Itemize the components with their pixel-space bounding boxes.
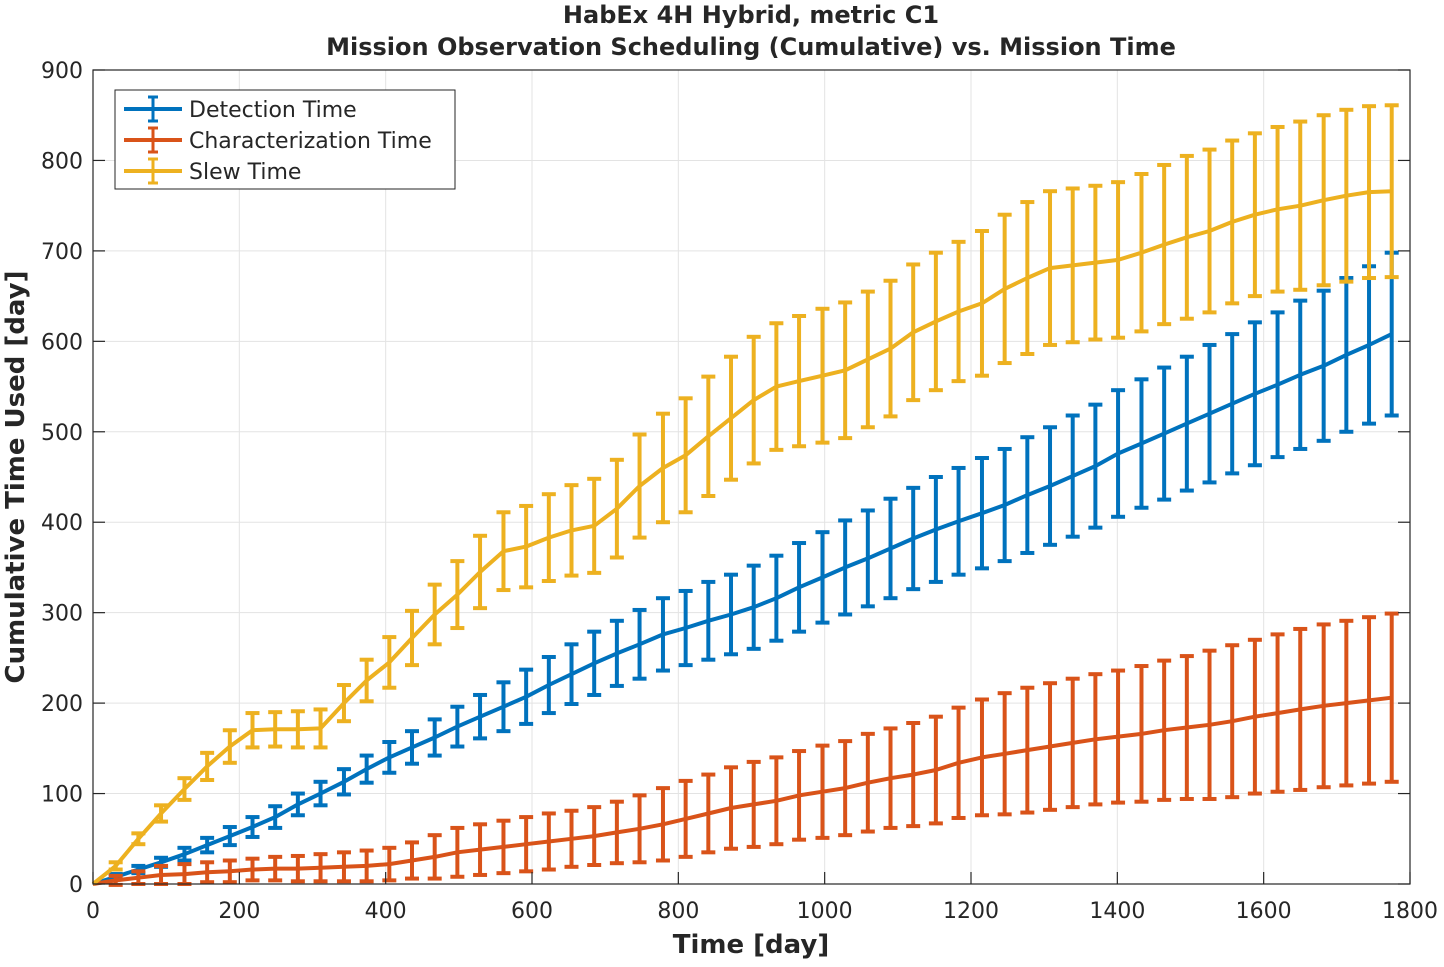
- y-axis-label: Cumulative Time Used [day]: [1, 270, 31, 683]
- y-tick-label: 200: [41, 692, 83, 717]
- y-tick-label: 0: [69, 873, 83, 898]
- y-tick-label: 600: [41, 330, 83, 355]
- y-tick-label: 700: [41, 240, 83, 265]
- legend: Detection Time Characterization Time Slew …: [115, 90, 455, 189]
- legend-label: Slew Time: [189, 160, 301, 185]
- y-tick-label: 300: [41, 602, 83, 627]
- chart-title-line2: Mission Observation Scheduling (Cumulati…: [326, 33, 1176, 61]
- x-tick-label: 200: [218, 899, 260, 924]
- x-tick-label: 600: [511, 899, 553, 924]
- x-tick-label: 1200: [943, 899, 999, 924]
- chart-title-line1: HabEx 4H Hybrid, metric C1: [563, 1, 939, 29]
- x-tick-label: 800: [657, 899, 699, 924]
- x-tick-label: 1800: [1382, 899, 1438, 924]
- x-tick-label: 1000: [797, 899, 853, 924]
- legend-label: Detection Time: [189, 98, 357, 123]
- y-tick-label: 100: [41, 783, 83, 808]
- x-axis-label: Time [day]: [673, 930, 830, 960]
- x-tick-label: 400: [365, 899, 407, 924]
- y-tick-label: 500: [41, 421, 83, 446]
- y-tick-label: 400: [41, 511, 83, 536]
- x-tick-label: 1600: [1236, 899, 1292, 924]
- y-tick-label: 900: [41, 59, 83, 84]
- legend-label: Characterization Time: [189, 129, 432, 154]
- x-tick-label: 1400: [1089, 899, 1145, 924]
- x-tick-label: 0: [86, 899, 100, 924]
- y-tick-label: 800: [41, 149, 83, 174]
